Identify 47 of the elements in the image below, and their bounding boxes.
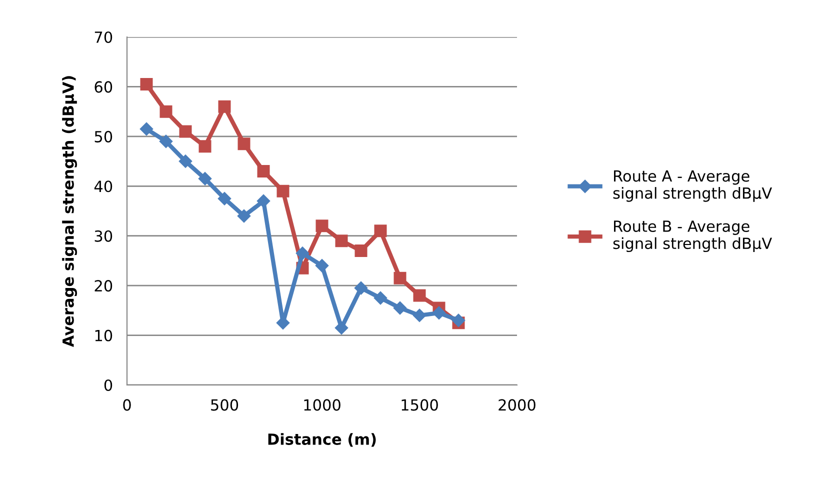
point: [354, 244, 368, 258]
point: [334, 321, 348, 334]
point: [198, 172, 212, 186]
point: [374, 291, 388, 305]
point: [198, 140, 212, 153]
x-tick-label: 2000: [498, 399, 536, 411]
point: [412, 308, 426, 322]
point: [218, 192, 232, 206]
legend-label: Route A - Average signal strength dBμV: [613, 170, 772, 202]
point: [178, 154, 192, 168]
point: [160, 105, 172, 118]
point: [179, 125, 192, 138]
point: [140, 78, 153, 90]
point: [316, 220, 328, 232]
point: [276, 184, 290, 198]
y-tick-label: 10: [95, 330, 112, 342]
point: [238, 138, 250, 150]
y-tick-label: 50: [94, 130, 112, 142]
x-axis-title: Distance (m): [268, 433, 376, 447]
point: [393, 301, 407, 315]
point: [374, 224, 387, 238]
point: [335, 234, 348, 248]
point: [140, 122, 154, 136]
point: [315, 259, 329, 272]
point: [354, 281, 368, 295]
y-tick-label: 40: [94, 180, 112, 192]
x-tick-label: 1000: [304, 399, 340, 411]
point: [257, 164, 270, 178]
point: [394, 272, 406, 284]
point: [218, 100, 231, 113]
point: [159, 134, 173, 148]
point: [256, 194, 270, 208]
x-tick-label: 0: [123, 399, 131, 411]
y-tick-label: 30: [94, 230, 112, 242]
point: [452, 314, 466, 327]
y-tick-label: 20: [94, 280, 112, 292]
point: [432, 306, 446, 320]
y-tick-label: 70: [94, 31, 112, 44]
point: [296, 246, 310, 260]
legend-label: Route B - Average signal strength dBμV: [613, 220, 772, 252]
y-tick-label: 0: [104, 379, 112, 392]
point: [237, 209, 251, 223]
x-tick-label: 500: [211, 399, 238, 411]
y-axis-title: Average signal strength (dBμV): [62, 76, 78, 348]
x-tick-label: 1500: [402, 399, 438, 411]
y-tick-label: 60: [94, 81, 112, 93]
point: [413, 289, 426, 302]
